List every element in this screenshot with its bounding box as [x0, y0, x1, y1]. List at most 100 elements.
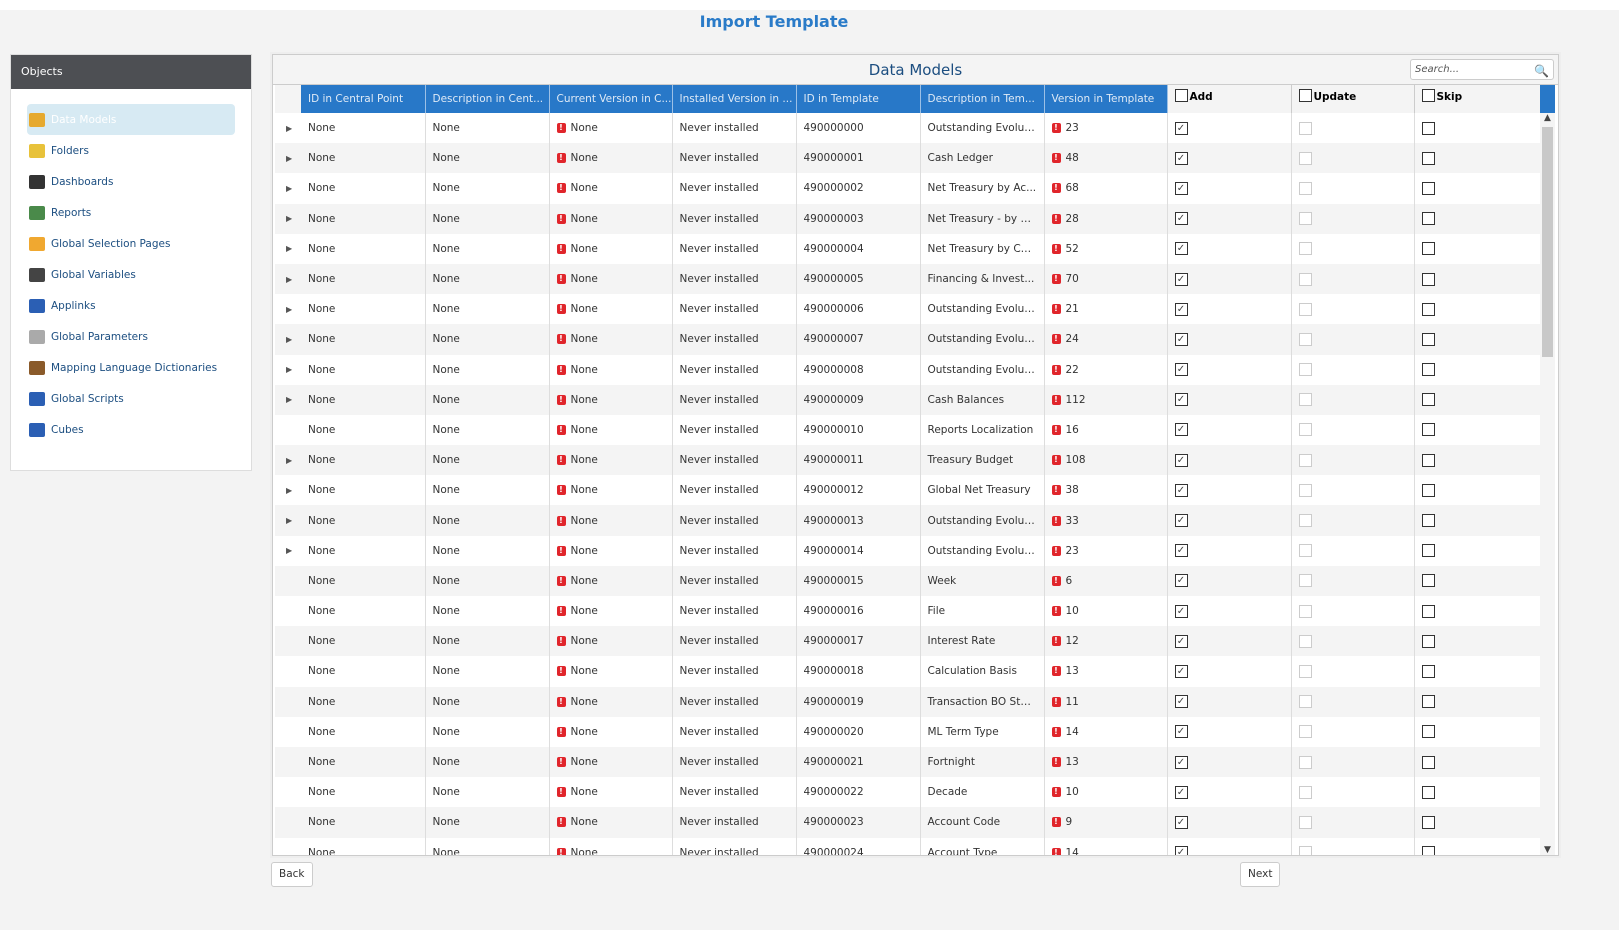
add-checkbox[interactable]: ✓ [1174, 423, 1188, 437]
sidebar-item-global-selection-pages[interactable]: Global Selection Pages [27, 228, 235, 259]
skip-checkbox[interactable] [1421, 181, 1435, 195]
table-row[interactable]: None None! None Never installed 490000016 Fil… [275, 596, 1542, 627]
column-header[interactable]: Current Version in C... [549, 85, 673, 113]
skip-checkbox[interactable] [1421, 755, 1435, 769]
table-row[interactable]: ▶ None None! None Never installed 490000005 Fi… [275, 263, 1542, 295]
add-checkbox[interactable]: ✓ [1174, 453, 1188, 467]
expand-arrow-icon[interactable]: ▶ [286, 395, 293, 405]
add-checkbox[interactable]: ✓ [1174, 604, 1188, 618]
skip-checkbox[interactable] [1421, 815, 1435, 829]
skip-checkbox[interactable] [1421, 483, 1435, 497]
add-checkbox[interactable]: ✓ [1174, 846, 1188, 855]
table-row[interactable]: ▶ None None! None Never installed 490000000 Ou… [275, 113, 1542, 144]
select-all-skip-checkbox[interactable] [1421, 89, 1435, 102]
column-header[interactable]: ID in Central Point [301, 85, 426, 113]
add-checkbox[interactable]: ✓ [1174, 815, 1188, 829]
add-checkbox[interactable]: ✓ [1174, 151, 1188, 165]
skip-checkbox[interactable] [1421, 664, 1435, 678]
sidebar-item-folders[interactable]: Folders [27, 135, 235, 166]
table-row[interactable]: ▶ None None! None Never installed 490000014 Ou… [275, 535, 1542, 566]
add-checkbox[interactable]: ✓ [1174, 363, 1188, 377]
sidebar-item-dashboards[interactable]: Dashboards [27, 166, 235, 197]
skip-checkbox[interactable] [1421, 514, 1435, 528]
add-checkbox[interactable]: ✓ [1174, 725, 1188, 739]
add-checkbox[interactable]: ✓ [1174, 514, 1188, 528]
add-checkbox[interactable]: ✓ [1174, 544, 1188, 558]
expand-arrow-icon[interactable]: ▶ [286, 183, 293, 193]
skip-checkbox[interactable] [1421, 393, 1435, 407]
scroll-up-icon[interactable]: ▲ [1544, 113, 1551, 123]
add-checkbox[interactable]: ✓ [1174, 574, 1188, 588]
sidebar-item-cubes[interactable]: Cubes [27, 414, 235, 445]
sidebar-item-global-variables[interactable]: Global Variables [27, 259, 235, 290]
add-checkbox[interactable]: ✓ [1174, 755, 1188, 769]
skip-checkbox[interactable] [1421, 363, 1435, 377]
table-row[interactable]: None None! None Never installed 490000022 Dec… [275, 777, 1542, 808]
skip-checkbox[interactable] [1421, 212, 1435, 226]
table-row[interactable]: None None! None Never installed 490000020 ML … [275, 716, 1542, 747]
table-row[interactable]: ▶ None None! None Never installed 490000011 Tr… [275, 445, 1542, 476]
expand-arrow-icon[interactable]: ▶ [286, 153, 293, 163]
table-row[interactable]: None None! None Never installed 490000024 Acc… [275, 837, 1542, 855]
table-row[interactable]: ▶ None None! None Never installed 490000013 Ou… [275, 505, 1542, 536]
expand-arrow-icon[interactable]: ▶ [286, 546, 293, 556]
skip-checkbox[interactable] [1421, 423, 1435, 437]
expand-arrow-icon[interactable]: ▶ [286, 274, 293, 284]
search-icon[interactable]: 🔍 [1534, 64, 1549, 78]
table-row[interactable]: ▶ None None! None Never installed 490000008 Ou… [275, 354, 1542, 385]
expand-arrow-icon[interactable]: ▶ [286, 516, 293, 526]
expand-arrow-icon[interactable]: ▶ [286, 244, 293, 254]
add-checkbox[interactable]: ✓ [1174, 242, 1188, 256]
back-button[interactable]: Back [271, 862, 313, 887]
table-row[interactable]: ▶ None None! None Never installed 490000007 Ou… [275, 324, 1542, 355]
skip-checkbox[interactable] [1421, 151, 1435, 165]
add-checkbox[interactable]: ✓ [1174, 332, 1188, 346]
table-row[interactable]: ▶ None None! None Never installed 490000001 Ca… [275, 143, 1542, 174]
skip-checkbox[interactable] [1421, 634, 1435, 648]
sidebar-item-mapping-language-dictionaries[interactable]: Mapping Language Dictionaries [27, 352, 235, 383]
add-checkbox[interactable]: ✓ [1174, 664, 1188, 678]
skip-checkbox[interactable] [1421, 725, 1435, 739]
add-checkbox[interactable]: ✓ [1174, 393, 1188, 407]
add-checkbox[interactable]: ✓ [1174, 634, 1188, 648]
expand-arrow-icon[interactable]: ▶ [286, 365, 293, 375]
add-checkbox[interactable]: ✓ [1174, 181, 1188, 195]
skip-checkbox[interactable] [1421, 302, 1435, 316]
scroll-down-icon[interactable]: ▼ [1544, 845, 1551, 855]
skip-checkbox[interactable] [1421, 695, 1435, 709]
skip-checkbox[interactable] [1421, 272, 1435, 286]
column-header[interactable]: Description in Cent... [425, 85, 550, 113]
skip-checkbox[interactable] [1421, 544, 1435, 558]
sidebar-item-global-scripts[interactable]: Global Scripts [27, 383, 235, 414]
add-checkbox[interactable]: ✓ [1174, 272, 1188, 286]
table-row[interactable]: ▶ None None! None Never installed 490000003 Ne… [275, 203, 1542, 234]
add-checkbox[interactable]: ✓ [1174, 785, 1188, 799]
select-all-add-checkbox[interactable] [1174, 89, 1188, 102]
add-checkbox[interactable]: ✓ [1174, 121, 1188, 135]
sidebar-item-global-parameters[interactable]: Global Parameters [27, 321, 235, 352]
table-row[interactable]: None None! None Never installed 490000018 Cal… [275, 656, 1542, 687]
skip-checkbox[interactable] [1421, 604, 1435, 618]
add-checkbox[interactable]: ✓ [1174, 212, 1188, 226]
table-row[interactable]: ▶ None None! None Never installed 490000004 Ne… [275, 233, 1542, 264]
table-row[interactable]: None None! None Never installed 490000017 Int… [275, 626, 1542, 657]
next-button[interactable]: Next [1240, 862, 1281, 887]
expand-arrow-icon[interactable]: ▶ [286, 455, 293, 465]
table-row[interactable]: None None! None Never installed 490000010 Rep… [275, 414, 1542, 446]
table-row[interactable]: ▶ None None! None Never installed 490000012 Gl… [275, 475, 1542, 506]
column-header[interactable]: Installed Version in ... [672, 85, 797, 113]
add-checkbox[interactable]: ✓ [1174, 695, 1188, 709]
sidebar-item-data-models[interactable]: Data Models [27, 104, 235, 135]
table-row[interactable]: None None! None Never installed 490000023 Acc… [275, 807, 1542, 838]
table-row[interactable]: None None! None Never installed 490000021 For… [275, 746, 1542, 778]
table-row[interactable]: None None! None Never installed 490000019 Tra… [275, 686, 1542, 717]
table-row[interactable]: ▶ None None! None Never installed 490000006 Ou… [275, 294, 1542, 325]
expand-arrow-icon[interactable]: ▶ [286, 123, 293, 133]
expand-arrow-icon[interactable]: ▶ [286, 334, 293, 344]
select-all-update-checkbox[interactable] [1298, 89, 1312, 102]
skip-checkbox[interactable] [1421, 121, 1435, 135]
add-checkbox[interactable]: ✓ [1174, 302, 1188, 316]
vertical-scrollbar[interactable]: ▲ ▼ [1540, 113, 1555, 855]
sidebar-item-applinks[interactable]: Applinks [27, 290, 235, 321]
expand-arrow-icon[interactable]: ▶ [286, 304, 293, 314]
